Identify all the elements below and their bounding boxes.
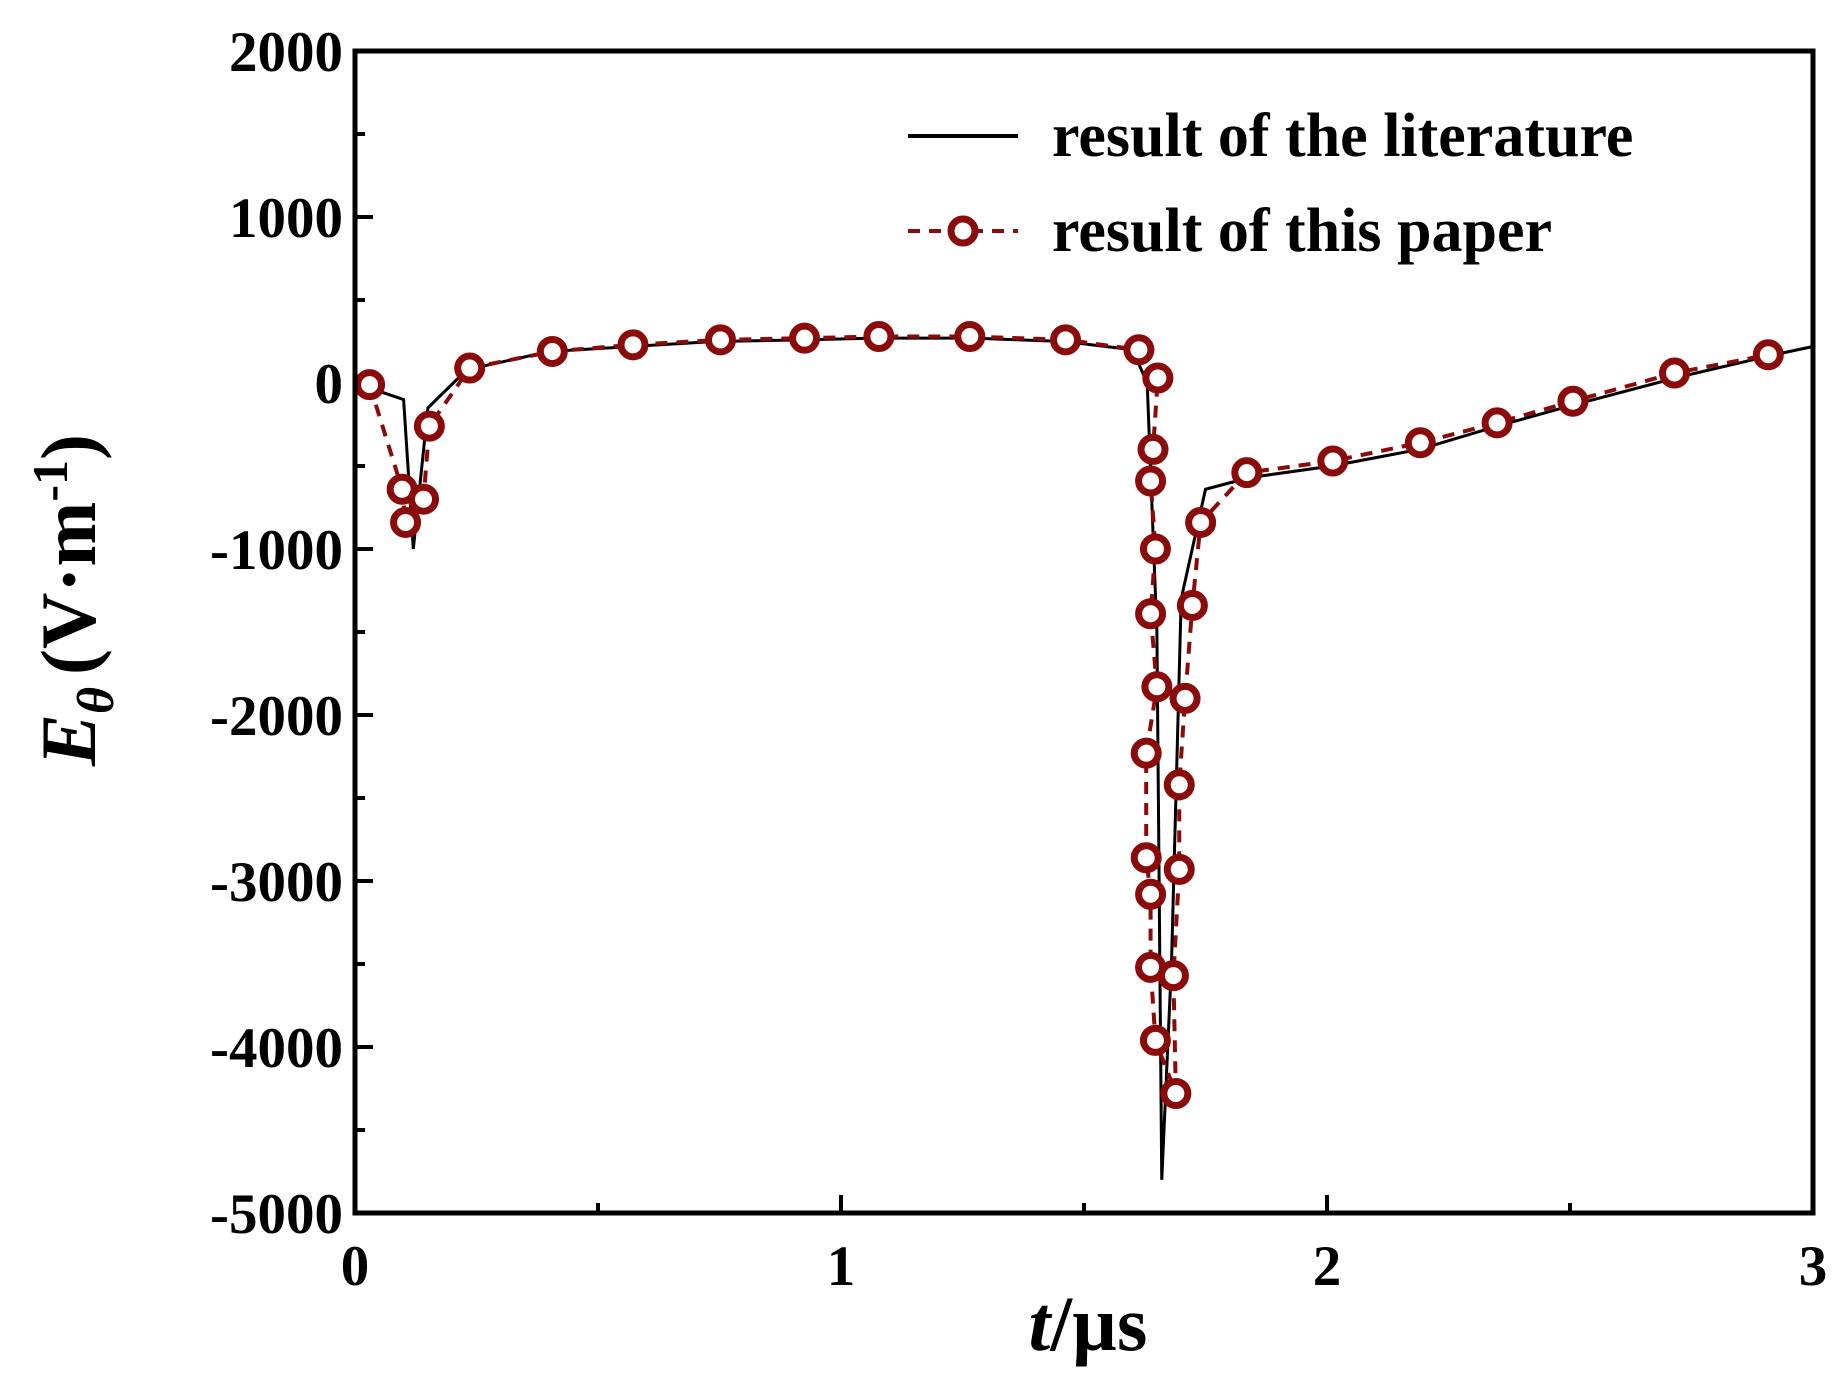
data-point: [413, 410, 445, 442]
data-point: [1404, 427, 1436, 459]
data-point: [1139, 533, 1171, 565]
data-point: [1481, 407, 1513, 439]
data-point: [1142, 362, 1174, 394]
data-point: [536, 335, 568, 367]
data-point: [789, 322, 821, 354]
x-tick-label: 1: [827, 1235, 856, 1298]
x-tick-label: 2: [1313, 1235, 1342, 1298]
y-label-symbol: E: [25, 714, 112, 767]
data-point: [454, 352, 486, 384]
data-point: [1557, 385, 1589, 417]
data-point: [1137, 433, 1169, 465]
data-point: [1135, 465, 1167, 497]
series-line: [364, 336, 1814, 1180]
data-point: [1160, 1077, 1192, 1109]
y-tick-label: -2000: [210, 685, 343, 748]
data-point: [1130, 737, 1162, 769]
plot-frame: [352, 48, 1816, 1216]
x-tick-label: 0: [341, 1235, 370, 1298]
series-line: [367, 334, 1769, 1095]
data-point: [1658, 357, 1690, 389]
data-point: [863, 321, 895, 353]
y-tick-label: 2000: [229, 21, 343, 84]
legend-label: result of the literature: [1052, 102, 1633, 170]
data-point: [1139, 1024, 1171, 1056]
data-point: [1135, 598, 1167, 630]
x-label-symbol: t: [1029, 1280, 1053, 1367]
data-point: [617, 329, 649, 361]
y-label-close: ): [25, 434, 112, 460]
data-point: [1752, 339, 1784, 371]
y-label-subscript: θ: [68, 687, 125, 714]
data-point: [1141, 671, 1173, 703]
data-point: [354, 369, 386, 401]
data-point: [1185, 506, 1217, 538]
x-axis-label: t/µs: [1029, 1280, 1148, 1367]
data-point: [1135, 878, 1167, 910]
y-tick-label: 0: [315, 353, 344, 416]
legend-label: result of this paper: [1052, 197, 1552, 265]
y-label-exponent: -1: [22, 460, 78, 502]
data-point: [1130, 842, 1162, 874]
data-point: [1050, 324, 1082, 356]
x-label-unit: /µs: [1049, 1280, 1147, 1367]
legend-marker: [947, 215, 979, 247]
y-tick-label: -3000: [210, 851, 343, 914]
data-point: [1169, 682, 1201, 714]
x-tick-label: 3: [1799, 1235, 1828, 1298]
data-point: [1163, 853, 1195, 885]
data-point: [390, 506, 422, 538]
y-tick-label: -1000: [210, 519, 343, 582]
data-point: [954, 321, 986, 353]
y-label-unit: (V·m: [25, 502, 112, 675]
data-point: [1163, 769, 1195, 801]
data-point: [408, 483, 440, 515]
data-point: [1157, 960, 1189, 992]
y-axis-label: Eθ (V·m-1): [22, 434, 125, 767]
y-tick-label: -4000: [210, 1017, 343, 1080]
y-tick-label: 1000: [229, 187, 343, 250]
data-point: [704, 324, 736, 356]
y-tick-label: -5000: [210, 1183, 343, 1246]
data-point: [1123, 334, 1155, 366]
data-point: [1176, 589, 1208, 621]
data-point: [1231, 457, 1263, 489]
data-point: [1317, 445, 1349, 477]
